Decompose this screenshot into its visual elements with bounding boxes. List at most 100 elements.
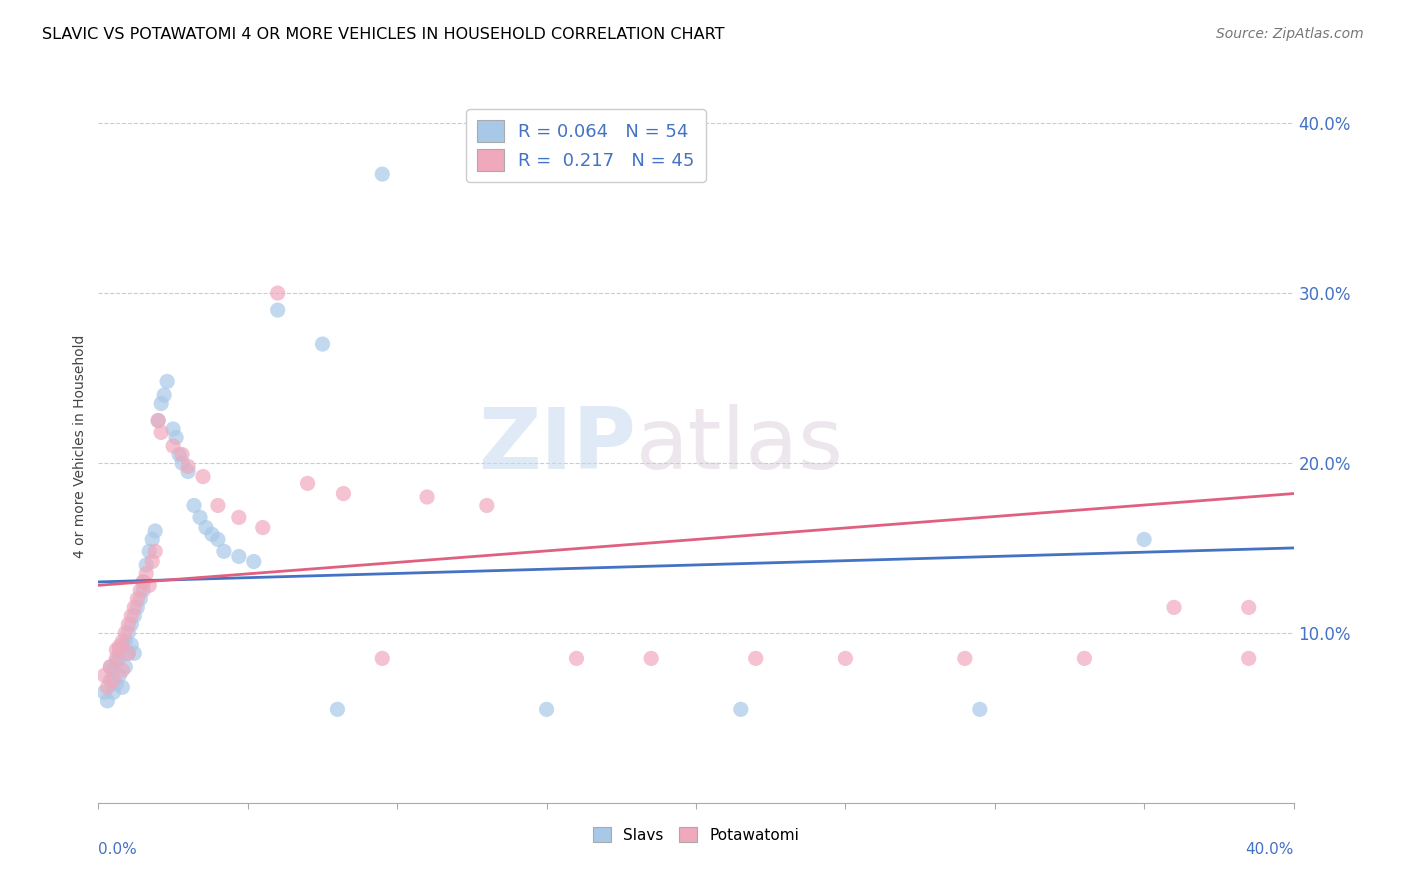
Point (1163, 600, 1185, 615)
Point (243, 555, 266, 569)
Point (953, 651, 976, 665)
Point (138, 578, 160, 592)
Point (98, 660, 122, 674)
Point (96, 680, 118, 694)
Point (162, 422, 184, 436)
Point (103, 673, 125, 688)
Text: Source: ZipAtlas.com: Source: ZipAtlas.com (1216, 27, 1364, 41)
Point (228, 510, 250, 524)
Text: 0.0%: 0.0% (98, 842, 138, 857)
Point (117, 626, 139, 640)
Point (141, 533, 163, 547)
Point (177, 465, 200, 479)
Point (111, 634, 134, 648)
Point (129, 591, 152, 606)
Point (565, 651, 588, 665)
Point (93, 685, 115, 699)
Text: atlas: atlas (637, 404, 844, 488)
Point (108, 643, 131, 657)
Point (120, 617, 142, 632)
Point (183, 499, 205, 513)
Point (195, 520, 218, 534)
Point (114, 634, 136, 648)
Point (108, 668, 131, 682)
Point (143, 524, 166, 538)
Point (129, 583, 152, 598)
Point (117, 646, 139, 660)
Point (117, 646, 139, 660)
Point (150, 396, 173, 410)
Point (191, 469, 214, 483)
Point (117, 617, 139, 632)
Point (138, 544, 160, 558)
Point (141, 555, 163, 569)
Point (207, 533, 229, 547)
Point (120, 608, 142, 623)
Point (135, 566, 157, 581)
Point (105, 643, 128, 657)
Point (536, 702, 558, 716)
Point (98, 673, 122, 688)
Point (132, 574, 155, 589)
Point (834, 651, 856, 665)
Point (371, 167, 394, 181)
Point (98, 660, 122, 674)
Text: SLAVIC VS POTAWATOMI 4 OR MORE VEHICLES IN HOUSEHOLD CORRELATION CHART: SLAVIC VS POTAWATOMI 4 OR MORE VEHICLES … (42, 27, 724, 42)
Point (120, 638, 142, 652)
Point (1073, 651, 1095, 665)
Point (111, 680, 134, 694)
Point (188, 510, 211, 524)
Point (124, 608, 146, 623)
Point (105, 677, 128, 691)
Point (127, 600, 149, 615)
Point (114, 660, 136, 674)
Point (143, 544, 166, 558)
Point (745, 651, 768, 665)
Point (132, 583, 155, 598)
Point (172, 448, 194, 462)
Point (297, 476, 319, 491)
Point (332, 486, 354, 500)
Point (165, 430, 187, 444)
Point (105, 655, 128, 669)
Point (416, 490, 439, 504)
Point (311, 337, 333, 351)
Point (127, 591, 149, 606)
Point (475, 499, 498, 513)
Text: ZIP: ZIP (478, 404, 637, 488)
Point (207, 499, 229, 513)
Point (135, 558, 157, 572)
Point (267, 303, 290, 318)
Point (93, 668, 115, 682)
Point (1237, 600, 1260, 615)
Point (148, 413, 170, 427)
Point (153, 388, 176, 402)
Point (124, 600, 146, 615)
Point (212, 544, 235, 558)
Point (103, 663, 125, 677)
Point (114, 626, 136, 640)
Point (252, 520, 274, 534)
Point (108, 651, 131, 665)
Point (167, 448, 190, 462)
Point (148, 413, 170, 427)
Point (103, 685, 125, 699)
Point (730, 702, 752, 716)
Point (96, 694, 118, 708)
Point (1133, 533, 1156, 547)
Point (156, 375, 179, 389)
Point (969, 702, 991, 716)
Legend: Slavs, Potawatomi: Slavs, Potawatomi (586, 821, 806, 848)
Point (201, 527, 224, 541)
Point (1237, 651, 1260, 665)
Point (162, 439, 184, 453)
Point (326, 702, 349, 716)
Point (640, 651, 662, 665)
Point (172, 456, 194, 470)
Text: 40.0%: 40.0% (1246, 842, 1294, 857)
Point (124, 646, 146, 660)
Point (150, 425, 173, 440)
Point (371, 651, 394, 665)
Point (111, 640, 134, 654)
Point (105, 651, 128, 665)
